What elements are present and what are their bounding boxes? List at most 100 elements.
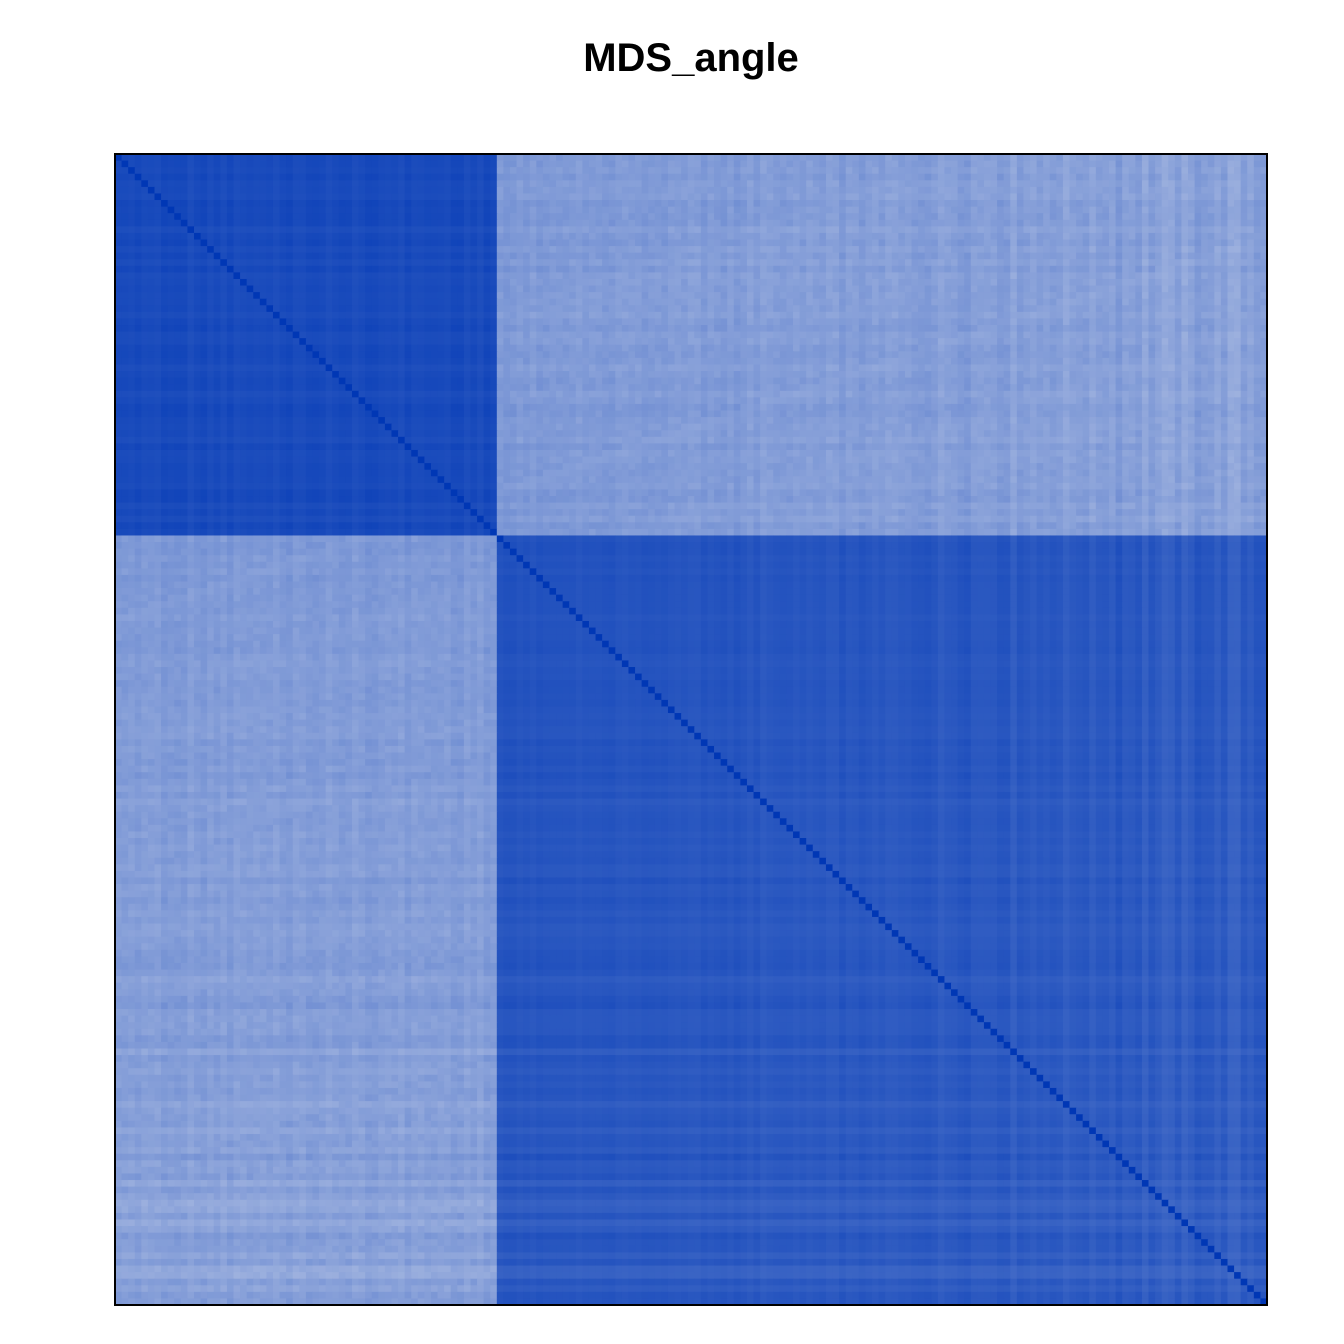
heatmap-cell — [1076, 272, 1083, 279]
heatmap-cell — [1037, 266, 1044, 273]
heatmap-cell — [523, 207, 530, 214]
heatmap-cell — [253, 299, 260, 306]
heatmap-cell — [984, 213, 991, 220]
heatmap-cell — [1188, 259, 1195, 266]
heatmap-cell — [253, 226, 260, 233]
heatmap-cell — [233, 193, 240, 200]
heatmap-cell — [661, 253, 668, 260]
heatmap-cell — [997, 253, 1004, 260]
heatmap-cell — [648, 266, 655, 273]
heatmap-cell — [1234, 325, 1241, 332]
heatmap-cell — [497, 246, 504, 253]
heatmap-cell — [398, 325, 405, 332]
heatmap-cell — [1102, 240, 1109, 247]
heatmap-cell — [484, 200, 491, 207]
heatmap-cell — [1175, 161, 1182, 168]
heatmap-cell — [247, 279, 254, 286]
heatmap-cell — [582, 332, 589, 339]
heatmap-cell — [918, 233, 925, 240]
heatmap-cell — [1149, 193, 1156, 200]
heatmap-cell — [793, 187, 800, 194]
heatmap-cell — [1116, 213, 1123, 220]
heatmap-cell — [1221, 193, 1228, 200]
heatmap-cell — [253, 233, 260, 240]
heatmap-cell — [648, 200, 655, 207]
heatmap-cell — [207, 207, 214, 214]
heatmap-cell — [1023, 193, 1030, 200]
heatmap-cell — [865, 325, 872, 332]
heatmap-cell — [293, 332, 300, 339]
heatmap-cell — [905, 259, 912, 266]
heatmap-cell — [510, 332, 517, 339]
heatmap-cell — [247, 226, 254, 233]
heatmap-cell — [701, 279, 708, 286]
heatmap-cell — [563, 240, 570, 247]
heatmap-cell — [405, 154, 412, 161]
heatmap-cell — [1102, 233, 1109, 240]
heatmap-cell — [760, 286, 767, 293]
heatmap-cell — [819, 299, 826, 306]
heatmap-cell — [556, 259, 563, 266]
heatmap-cell — [438, 161, 445, 168]
heatmap-cell — [865, 187, 872, 194]
heatmap-cell — [135, 174, 142, 181]
heatmap-cell — [846, 312, 853, 319]
heatmap-cell — [813, 174, 820, 181]
heatmap-cell — [1155, 266, 1162, 273]
heatmap-cell — [767, 233, 774, 240]
heatmap-cell — [1234, 240, 1241, 247]
heatmap-cell — [977, 286, 984, 293]
heatmap-cell — [220, 154, 227, 161]
heatmap-cell — [576, 161, 583, 168]
heatmap-cell — [484, 266, 491, 273]
heatmap-cell — [615, 180, 622, 187]
heatmap-cell — [1096, 200, 1103, 207]
heatmap-cell — [431, 299, 438, 306]
heatmap-cell — [214, 226, 221, 233]
heatmap-cell — [938, 272, 945, 279]
heatmap-cell — [819, 240, 826, 247]
heatmap-cell — [879, 259, 886, 266]
heatmap-cell — [885, 154, 892, 161]
heatmap-cell — [806, 180, 813, 187]
heatmap-cell — [299, 226, 306, 233]
heatmap-cell — [549, 161, 556, 168]
heatmap-cell — [885, 332, 892, 339]
heatmap-cell — [615, 286, 622, 293]
heatmap-cell — [464, 266, 471, 273]
heatmap-cell — [786, 200, 793, 207]
heatmap-cell — [148, 213, 155, 220]
heatmap-cell — [155, 338, 162, 345]
heatmap-cell — [714, 266, 721, 273]
heatmap-cell — [194, 312, 201, 319]
heatmap-cell — [727, 279, 734, 286]
heatmap-cell — [418, 259, 425, 266]
heatmap-cell — [332, 200, 339, 207]
heatmap-cell — [405, 180, 412, 187]
heatmap-cell — [233, 305, 240, 312]
heatmap-cell — [1241, 220, 1248, 227]
heatmap-cell — [1162, 220, 1169, 227]
heatmap-cell — [681, 167, 688, 174]
heatmap-cell — [207, 325, 214, 332]
heatmap-cell — [299, 253, 306, 260]
heatmap-cell — [155, 154, 162, 161]
heatmap-cell — [332, 213, 339, 220]
heatmap-cell — [727, 259, 734, 266]
heatmap-cell — [411, 259, 418, 266]
heatmap-cell — [141, 200, 148, 207]
heatmap-cell — [385, 187, 392, 194]
heatmap-cell — [233, 246, 240, 253]
heatmap-cell — [898, 253, 905, 260]
heatmap-cell — [1135, 279, 1142, 286]
heatmap-cell — [839, 161, 846, 168]
heatmap-cell — [622, 253, 629, 260]
heatmap-cell — [1116, 193, 1123, 200]
heatmap-cell — [438, 305, 445, 312]
heatmap-cell — [997, 279, 1004, 286]
heatmap-cell — [1122, 318, 1129, 325]
heatmap-cell — [833, 154, 840, 161]
heatmap-cell — [523, 253, 530, 260]
heatmap-cell — [510, 240, 517, 247]
heatmap-cell — [813, 240, 820, 247]
